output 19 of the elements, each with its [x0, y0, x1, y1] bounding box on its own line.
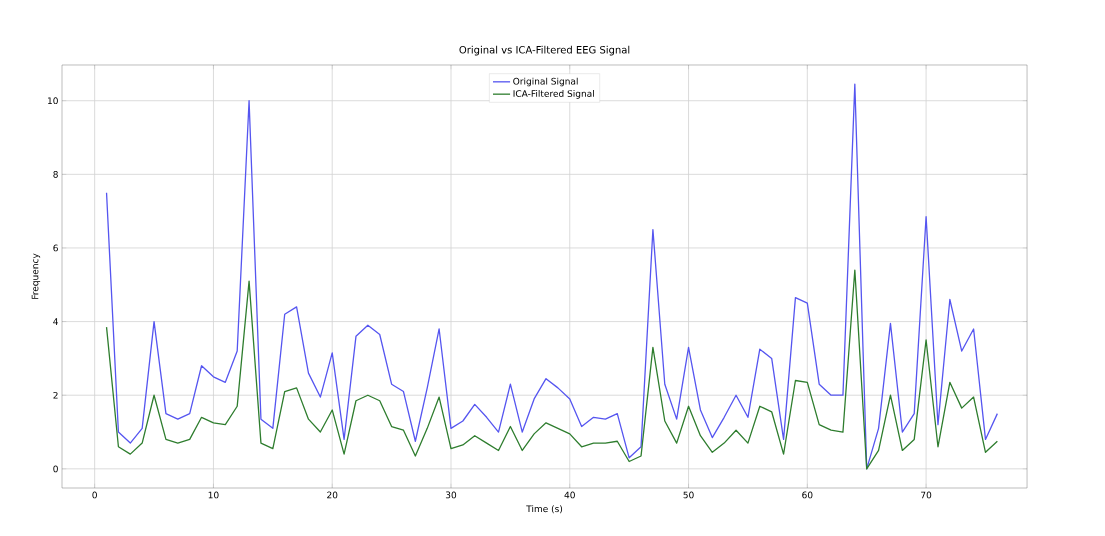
legend-label: ICA-Filtered Signal [513, 90, 594, 99]
x-tick-label: 30 [445, 491, 457, 499]
x-axis-title: Time (s) [526, 505, 563, 514]
x-tick-label: 20 [327, 491, 338, 499]
chart-title: Original vs ICA-Filtered EEG Signal [459, 45, 630, 56]
x-tick-label: 50 [683, 491, 694, 499]
y-tick-label: 0 [53, 465, 58, 473]
y-axis-title: Frequency [31, 253, 41, 299]
y-tick-label: 2 [53, 391, 58, 399]
y-tick-label: 10 [48, 97, 58, 105]
x-tick-label: 40 [564, 491, 575, 499]
y-tick-label: 6 [53, 244, 58, 252]
y-tick-label: 8 [53, 170, 58, 178]
y-tick-label: 4 [53, 318, 58, 325]
x-tick-label: 0 [92, 491, 97, 499]
x-tick-label: 10 [208, 491, 219, 499]
x-tick-label: 70 [921, 491, 932, 499]
x-tick-label: 60 [802, 491, 813, 499]
legend-label: Original Signal [513, 77, 578, 87]
